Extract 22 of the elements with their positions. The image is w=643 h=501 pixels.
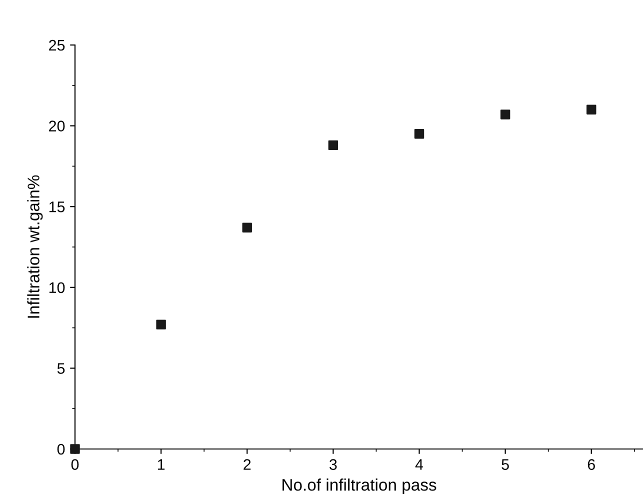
y-tick-label: 10: [49, 282, 65, 294]
y-tick-label: 20: [49, 120, 65, 132]
point: [586, 104, 596, 114]
point: [500, 110, 510, 120]
y-tick-label: 25: [49, 40, 65, 51]
x-axis-title: No.of infiltration pass: [282, 478, 436, 494]
point: [414, 129, 424, 139]
y-tick-label: 5: [57, 363, 65, 374]
x-tick-label: 2: [244, 459, 251, 470]
point: [70, 444, 80, 454]
x-tick-label: 3: [330, 459, 337, 470]
x-tick-label: 5: [502, 459, 509, 470]
x-tick-label: 0: [71, 459, 79, 470]
x-tick-label: 1: [158, 459, 165, 470]
y-tick-label: 15: [49, 202, 65, 212]
point: [242, 222, 252, 232]
x-tick-label: 4: [415, 459, 424, 470]
y-tick-label: 0: [57, 444, 65, 455]
point: [156, 320, 166, 330]
y-axis-title: Infiltration wt.gain%: [27, 175, 43, 318]
point: [328, 140, 338, 150]
x-tick-label: 6: [588, 459, 595, 470]
